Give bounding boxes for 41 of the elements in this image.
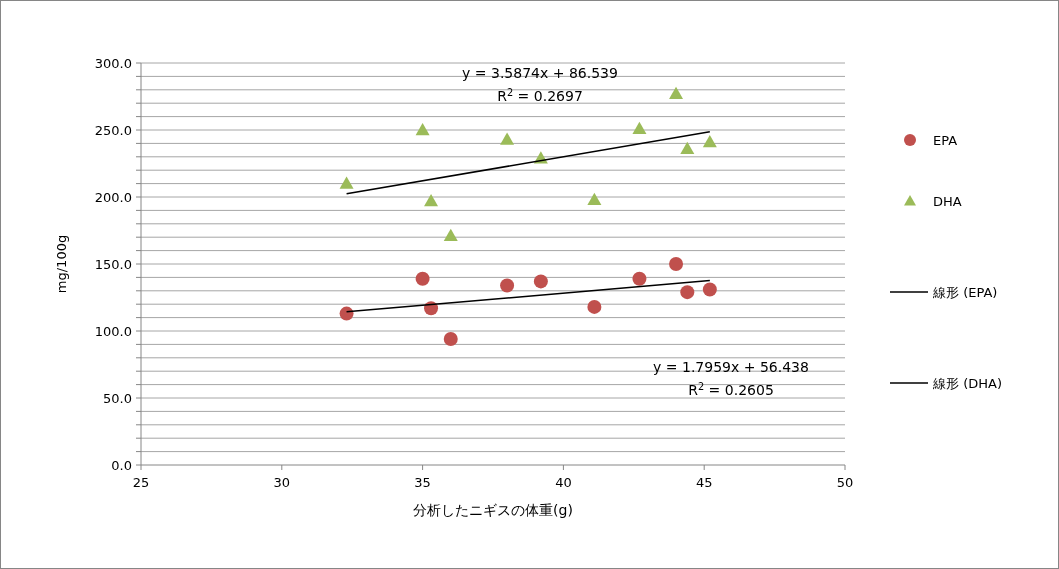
y-tick-label: 50.0 <box>103 391 132 406</box>
y-tick-label: 0.0 <box>111 458 132 473</box>
point <box>443 332 458 347</box>
point <box>339 176 354 189</box>
x-axis-title: 分析したニギスの体重(g) <box>413 502 573 518</box>
legend-label: 線形 (EPA) <box>932 285 998 300</box>
point <box>702 282 717 297</box>
point <box>533 274 548 289</box>
point <box>339 306 354 321</box>
legend-label: DHA <box>933 194 962 209</box>
point <box>587 299 602 314</box>
y-tick-label: 300.0 <box>94 56 132 71</box>
point <box>702 135 717 148</box>
y-tick-label: 150.0 <box>94 257 132 272</box>
point <box>443 228 458 242</box>
y-tick-label: 200.0 <box>94 190 132 205</box>
point <box>500 132 515 145</box>
legend-label: 線形 (DHA) <box>932 376 1002 391</box>
x-tick-label: 30 <box>273 475 291 490</box>
point <box>415 271 430 286</box>
point <box>680 141 695 155</box>
annotation: y = 1.7959x + 56.438 R$^{2}$ = 0.2605 <box>653 359 809 398</box>
point <box>669 86 684 100</box>
x-tick-label: 35 <box>414 475 431 490</box>
point <box>669 257 684 271</box>
point <box>632 121 647 134</box>
x-tick-label: 25 <box>132 475 150 490</box>
legend-label: EPA <box>933 133 958 148</box>
y-tick-label: 250.0 <box>94 123 132 138</box>
point <box>500 278 515 293</box>
point <box>632 271 647 286</box>
point <box>587 192 602 205</box>
point <box>680 285 695 300</box>
y-tick-label: 100.0 <box>94 324 132 339</box>
x-tick-label: 40 <box>555 475 572 490</box>
point <box>424 194 439 207</box>
x-tick-label: 45 <box>695 475 713 490</box>
y-axis-title: mg/100g <box>54 234 69 294</box>
point <box>415 123 430 136</box>
x-tick-label: 50 <box>836 475 854 490</box>
annotation: y = 3.5874x + 86.539 R$^{2}$ = 0.2697 <box>462 65 618 104</box>
